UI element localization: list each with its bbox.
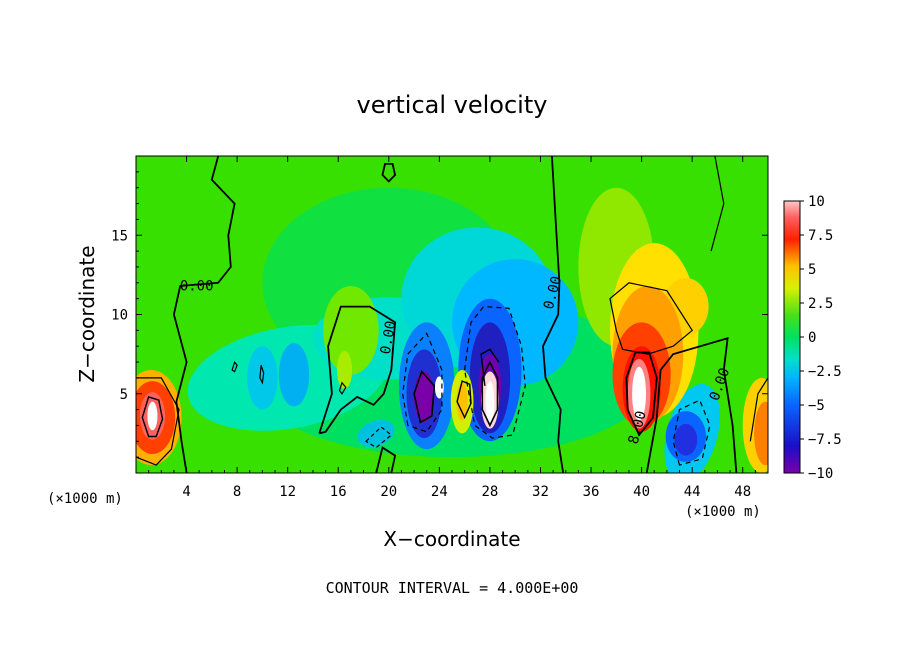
field-peak-up — [485, 381, 495, 423]
x-tick-label: 24 — [431, 484, 448, 500]
contour-label: 0.00 — [378, 320, 400, 356]
contour-4 — [456, 380, 472, 420]
contour-interval-note: CONTOUR INTERVAL = 4.000E+00 — [326, 579, 579, 597]
chart-title: vertical velocity — [357, 91, 548, 119]
x-tick-label: 32 — [532, 484, 549, 500]
colorbar-scale — [783, 200, 801, 474]
field-down-core — [674, 423, 698, 456]
contour-zero — [136, 377, 180, 466]
y-tick-label: 10 — [111, 308, 128, 324]
field-weak-up — [323, 285, 379, 375]
y-tick-label: 5 — [120, 387, 128, 403]
plot-area — [135, 155, 769, 474]
colorbar-ticks: 10 7.5 5 2.5 0 −2.5 −5 −7.5 −10 — [800, 194, 842, 482]
contour-8 — [141, 396, 164, 438]
contour-8 — [481, 360, 499, 428]
field-right-edge — [754, 401, 768, 466]
x-tick-label: 4 — [182, 484, 190, 500]
x-tick-label: 48 — [734, 484, 751, 500]
x-axis-title: X−coordinate — [383, 527, 520, 551]
contour-zero — [375, 446, 397, 473]
x-tick-label: 8 — [233, 484, 241, 500]
contour-zero — [172, 156, 236, 473]
colorbar-tick-label: 2.5 — [808, 296, 833, 312]
field-weak-down — [278, 343, 310, 407]
field-peak-up — [632, 366, 647, 421]
contour-minus-8 — [480, 348, 500, 386]
contour-small — [381, 163, 397, 183]
field-mid-down — [414, 371, 435, 423]
x-unit-label: (×1000 m) — [685, 504, 761, 520]
colorbar-tick-label: −10 — [808, 466, 833, 482]
colorbar: 10 7.5 5 2.5 0 −2.5 −5 −7.5 −10 — [783, 194, 842, 482]
contour-zero — [542, 156, 565, 473]
y-unit-label: (×1000 m) — [47, 491, 123, 507]
x-tick-label: 20 — [380, 484, 397, 500]
y-axis: 5 10 15 — [111, 171, 768, 458]
contour-zero — [710, 156, 725, 252]
field-weak-up — [336, 350, 353, 389]
contour-negative — [402, 332, 443, 433]
colorbar-tick-label: −2.5 — [808, 364, 842, 380]
contour-zero — [645, 337, 738, 473]
x-tick-label: 44 — [684, 484, 701, 500]
x-axis: 4 8 12 16 20 24 28 32 36 40 44 48 — [148, 156, 756, 500]
colorbar-tick-label: 0 — [808, 330, 816, 346]
x-tick-label: 40 — [633, 484, 650, 500]
colorbar-tick-label: 7.5 — [808, 228, 833, 244]
contour-negative — [463, 305, 526, 439]
colorbar-tick-label: 10 — [808, 194, 825, 210]
velocity-field — [136, 156, 768, 473]
x-tick-label: 12 — [279, 484, 296, 500]
contour-4 — [609, 282, 693, 355]
contour-negative — [365, 426, 393, 449]
x-tick-label: 36 — [583, 484, 600, 500]
colorbar-tick-label: −7.5 — [808, 432, 842, 448]
x-tick-label: 28 — [481, 484, 498, 500]
contour-minus-8 — [413, 370, 436, 424]
contour-8 — [625, 351, 658, 437]
colorbar-tick-label: 5 — [808, 262, 816, 278]
contour-lines — [136, 156, 768, 473]
contour-zero — [318, 305, 397, 435]
contour-small — [259, 365, 265, 385]
contour-small — [338, 381, 347, 395]
x-tick-label: 16 — [330, 484, 347, 500]
contour-label: 0.00 — [180, 279, 214, 295]
contour-small — [231, 360, 238, 373]
y-axis-title: Z−coordinate — [75, 245, 99, 382]
contour-zero — [749, 377, 768, 442]
field-left-up — [147, 401, 158, 431]
colorbar-tick-label: −5 — [808, 398, 825, 414]
y-tick-label: 15 — [111, 228, 128, 244]
field-weak-down — [247, 346, 278, 410]
